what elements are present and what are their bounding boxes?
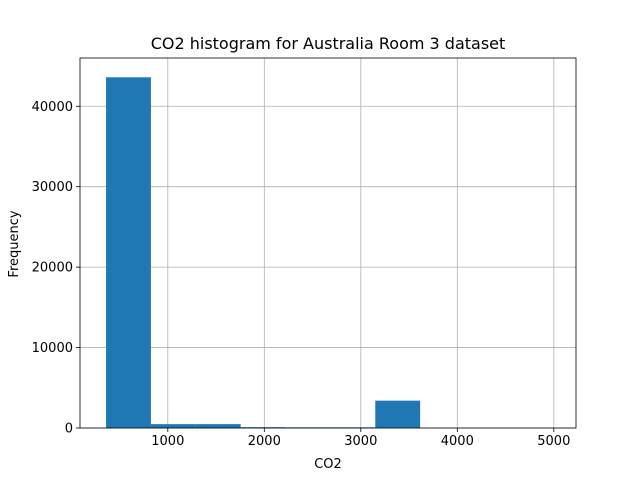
y-tick-label: 10000 [32,341,73,356]
x-tick-label: 2000 [248,434,281,449]
histogram-bar [375,400,421,428]
y-tick-label: 20000 [32,261,73,276]
y-tick-label: 40000 [32,100,73,115]
histogram-bar [150,424,196,428]
x-tick-label: 4000 [441,434,474,449]
x-tick-label: 5000 [537,434,570,449]
histogram-bars [106,77,421,429]
plot-frame [79,57,577,429]
histogram-bar [195,424,241,428]
y-tick-label: 30000 [32,180,73,195]
y-axis-ticks: 0 10000 20000 30000 40000 [32,100,80,437]
y-axis-label: Frequency [7,210,22,277]
y-tick-label: 0 [65,422,73,437]
x-tick-label: 1000 [151,434,184,449]
histogram-bar [106,77,151,428]
chart-title: CO2 histogram for Australia Room 3 datas… [151,34,506,53]
x-axis-label: CO2 [314,457,342,472]
x-tick-label: 3000 [344,434,377,449]
x-axis-ticks: 1000 2000 3000 4000 5000 [151,428,570,449]
